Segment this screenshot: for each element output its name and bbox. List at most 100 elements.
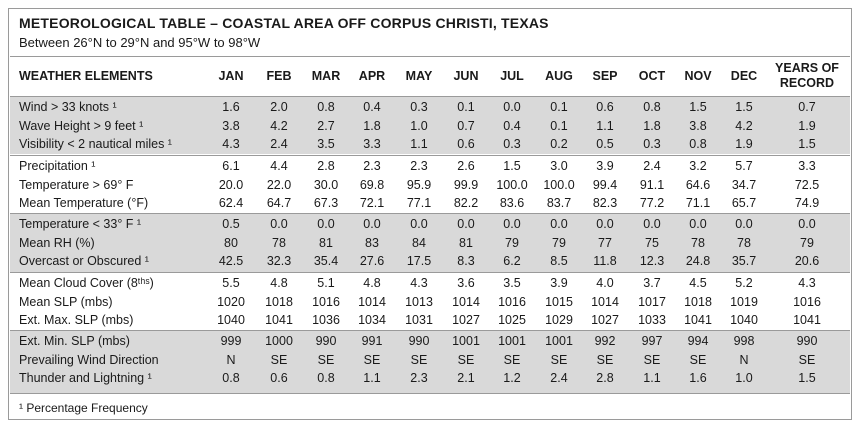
- month-value-cell: SE: [270, 352, 288, 367]
- month-value-cell: 17.5: [406, 254, 432, 268]
- month-value-cell: 4.2: [735, 118, 753, 133]
- month-value-cell: 1001: [545, 334, 573, 348]
- month-value-cell: 1000: [265, 334, 293, 348]
- month-value-cell: 0.3: [410, 100, 428, 114]
- header-month-aug: AUG: [545, 69, 573, 83]
- month-value-cell: 3.3: [363, 137, 381, 151]
- month-value-cell: 2.4: [643, 159, 661, 173]
- month-value-cell: 1029: [545, 313, 573, 327]
- month-value-cell: 4.3: [410, 276, 428, 290]
- month-value-cell: 0.8: [222, 371, 240, 385]
- met-table-frame: METEOROLOGICAL TABLE – COASTAL AREA OFF …: [8, 8, 852, 420]
- table-row: Mean Cloud Cover (8ᵗʰˢ) 5.5 4.8 5.1 4.8 4.3 3.…: [10, 274, 850, 292]
- month-value-cell: 1034: [358, 313, 386, 327]
- month-value-cell: 1016: [498, 294, 526, 309]
- years-of-record-cell: 0.7: [798, 100, 816, 114]
- month-value-cell: 82.3: [592, 196, 618, 210]
- month-value-cell: 0.0: [596, 217, 614, 231]
- month-value-cell: 0.0: [363, 217, 381, 231]
- month-value-cell: 992: [594, 334, 616, 348]
- header-years-line2: RECORD: [779, 76, 835, 90]
- header-month-jan: JAN: [218, 69, 244, 83]
- header-month-nov: NOV: [684, 69, 712, 83]
- month-value-cell: 997: [641, 334, 663, 348]
- month-value-cell: 3.9: [550, 276, 568, 290]
- month-value-cell: 2.8: [317, 159, 335, 173]
- month-value-cell: SE: [363, 352, 381, 367]
- table-row: Temperature < 33° F ¹ 0.5 0.0 0.0 0.0 0.0 0.0 0…: [10, 215, 850, 233]
- header-month-jun: JUN: [453, 69, 479, 83]
- month-value-cell: 4.0: [596, 276, 614, 290]
- month-value-cell: 1015: [545, 294, 573, 309]
- month-value-cell: 0.8: [317, 100, 335, 114]
- month-value-cell: 1.5: [689, 100, 707, 114]
- years-of-record-cell: 1041: [793, 313, 821, 327]
- month-value-cell: 1027: [452, 313, 480, 327]
- month-value-cell: 0.6: [270, 371, 288, 385]
- row-label: Mean SLP (mbs): [19, 294, 113, 309]
- month-value-cell: 78: [691, 235, 705, 250]
- month-value-cell: 81: [319, 235, 333, 250]
- month-value-cell: 1.5: [503, 159, 521, 173]
- table-row: Temperature > 69° F 20.0 22.0 30.0 69.8 95.9 9…: [10, 176, 850, 194]
- month-value-cell: 0.0: [503, 217, 521, 231]
- month-value-cell: 1025: [498, 313, 526, 327]
- month-value-cell: 24.8: [685, 254, 711, 268]
- month-value-cell: 42.5: [218, 254, 244, 268]
- month-value-cell: 5.2: [735, 276, 753, 290]
- group-divider: [10, 330, 850, 331]
- month-value-cell: 991: [361, 334, 383, 348]
- month-value-cell: 1.1: [363, 371, 381, 385]
- month-value-cell: SE: [596, 352, 614, 367]
- month-value-cell: SE: [503, 352, 521, 367]
- month-value-cell: 77.1: [406, 196, 432, 210]
- row-label: Temperature < 33° F ¹: [19, 217, 142, 231]
- month-value-cell: 0.7: [457, 118, 475, 133]
- month-value-cell: 62.4: [218, 196, 244, 210]
- header-month-sep: SEP: [592, 69, 618, 83]
- month-value-cell: 67.3: [313, 196, 339, 210]
- header-month-mar: MAR: [311, 69, 341, 83]
- header-month-jul: JUL: [500, 69, 524, 83]
- table-row: Wave Height > 9 feet ¹ 3.8 4.2 2.7 1.8 1.0 0.7…: [10, 117, 850, 135]
- month-value-cell: 20.0: [218, 177, 244, 192]
- month-value-cell: SE: [317, 352, 335, 367]
- month-value-cell: 3.5: [317, 137, 335, 151]
- month-value-cell: 0.0: [550, 217, 568, 231]
- month-value-cell: 0.5: [596, 137, 614, 151]
- table-row: Mean RH (%) 80 78 81 83 84 81 79 79 77 75 78 78 79: [10, 234, 850, 252]
- group-divider: [10, 213, 850, 214]
- month-value-cell: 3.7: [643, 276, 661, 290]
- table-row: Ext. Max. SLP (mbs) 1040 1041 1036 1034 1031 1…: [10, 311, 850, 329]
- month-value-cell: 100.0: [496, 177, 528, 192]
- month-value-cell: 1.6: [689, 371, 707, 385]
- header-weather-elements: WEATHER ELEMENTS: [19, 69, 153, 83]
- years-of-record-cell: 990: [796, 334, 818, 348]
- month-value-cell: 994: [687, 334, 709, 348]
- years-of-record-cell: 79: [800, 235, 814, 250]
- table-row: Wind > 33 knots ¹ 1.6 2.0 0.8 0.4 0.3 0.1 0.0 0.…: [10, 98, 850, 116]
- month-value-cell: 1014: [591, 294, 619, 309]
- month-value-cell: 2.0: [270, 100, 288, 114]
- group-divider: [10, 96, 850, 97]
- header-month-apr: APR: [358, 69, 386, 83]
- month-value-cell: 0.0: [689, 217, 707, 231]
- month-value-cell: 1.8: [363, 118, 381, 133]
- month-value-cell: 0.3: [643, 137, 661, 151]
- row-group-3: Temperature < 33° F ¹ 0.5 0.0 0.0 0.0 0.0 0.0 0…: [10, 213, 850, 272]
- month-value-cell: 6.2: [503, 254, 521, 268]
- month-value-cell: 91.1: [639, 177, 665, 192]
- month-value-cell: 0.6: [596, 100, 614, 114]
- month-value-cell: 1036: [312, 313, 340, 327]
- month-value-cell: 83.6: [499, 196, 525, 210]
- month-value-cell: 0.0: [270, 217, 288, 231]
- month-value-cell: 0.2: [550, 137, 568, 151]
- row-group-5: Ext. Min. SLP (mbs) 999 1000 990 991 990 1001 1…: [10, 330, 850, 393]
- month-value-cell: SE: [457, 352, 475, 367]
- month-value-cell: 6.1: [222, 159, 240, 173]
- month-value-cell: 5.1: [317, 276, 335, 290]
- month-value-cell: 4.4: [270, 159, 288, 173]
- month-value-cell: 1.2: [503, 371, 521, 385]
- month-value-cell: 3.6: [457, 276, 475, 290]
- table-row: Mean SLP (mbs) 1020 1018 1016 1014 1013 1014 10…: [10, 293, 850, 311]
